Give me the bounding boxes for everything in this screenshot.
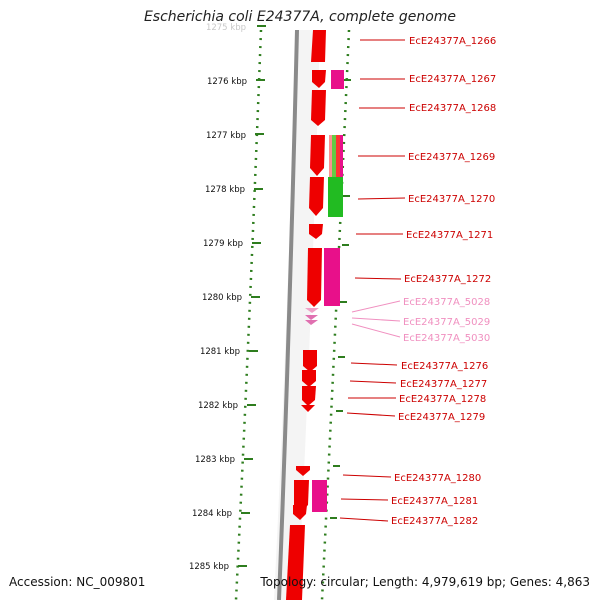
rna-label[interactable]: EcE24377A_5028 xyxy=(403,297,490,308)
rna-label[interactable]: EcE24377A_5030 xyxy=(403,333,490,344)
gene-arrow[interactable] xyxy=(296,466,310,476)
gene-label[interactable]: EcE24377A_1282 xyxy=(391,516,478,527)
leader-line xyxy=(339,517,389,522)
gene-label[interactable]: EcE24377A_1271 xyxy=(406,230,493,241)
gene-arrow[interactable] xyxy=(311,30,326,62)
gene-label[interactable]: EcE24377A_1269 xyxy=(408,152,495,163)
tick-label: 1280 kbp xyxy=(202,293,242,303)
rna-arrow[interactable] xyxy=(305,308,319,313)
leader-line xyxy=(342,474,392,478)
tick-label: 1281 kbp xyxy=(200,347,240,357)
gene-arrow[interactable] xyxy=(312,70,326,88)
gene-label[interactable]: EcE24377A_1272 xyxy=(404,274,491,285)
tick-label: 1275 kbp xyxy=(206,23,246,33)
gene-arrow[interactable] xyxy=(301,405,315,412)
leader-line xyxy=(349,380,397,384)
tick-label: 1284 kbp xyxy=(192,509,232,519)
gene-label[interactable]: EcE24377A_1267 xyxy=(409,74,496,85)
gene-arrow[interactable] xyxy=(302,386,316,406)
secondary-features xyxy=(312,70,344,512)
striped-feature[interactable] xyxy=(332,135,336,177)
gene-label[interactable]: EcE24377A_1268 xyxy=(409,103,496,114)
genome-title: Escherichia coli E24377A, complete genom… xyxy=(143,9,457,25)
leader-line xyxy=(340,498,389,501)
accession-text: Accession: NC_009801 xyxy=(9,575,146,589)
leader-lines xyxy=(339,39,406,522)
gene-arrow[interactable] xyxy=(307,248,322,307)
tick-label: 1279 kbp xyxy=(203,239,243,249)
gene-arrow[interactable] xyxy=(309,224,323,239)
tick-label: 1283 kbp xyxy=(195,455,235,465)
rna-label[interactable]: EcE24377A_5029 xyxy=(403,317,490,328)
gene-arrow[interactable] xyxy=(309,177,324,216)
gene-label[interactable]: EcE24377A_1277 xyxy=(400,379,487,390)
gene-arrow[interactable] xyxy=(311,90,326,126)
gene-label[interactable]: EcE24377A_1276 xyxy=(401,361,488,372)
magenta-feature[interactable] xyxy=(324,248,340,306)
leader-line xyxy=(346,412,396,417)
gene-label[interactable]: EcE24377A_1266 xyxy=(409,36,496,47)
gene-label[interactable]: EcE24377A_1279 xyxy=(398,412,485,423)
backbone-line xyxy=(277,29,299,600)
gene-arrow[interactable] xyxy=(302,370,316,387)
gene-label[interactable]: EcE24377A_1281 xyxy=(391,496,478,507)
gene-arrow[interactable] xyxy=(286,525,305,600)
gene-features xyxy=(286,30,326,600)
leader-line xyxy=(354,277,402,280)
rna-arrow[interactable] xyxy=(305,320,318,325)
gene-arrow[interactable] xyxy=(293,505,307,520)
gene-label[interactable]: EcE24377A_1280 xyxy=(394,473,481,484)
tick-label: 1285 kbp xyxy=(189,562,229,572)
leader-line xyxy=(350,362,398,366)
genome-summary-text: Topology: circular; Length: 4,979,619 bp… xyxy=(260,575,590,589)
leader-line xyxy=(357,197,406,200)
tick-label: 1278 kbp xyxy=(205,185,245,195)
dotted-rail-left xyxy=(234,29,263,600)
gene-arrow[interactable] xyxy=(303,350,317,372)
dotted-rail-right xyxy=(320,29,351,600)
gene-label[interactable]: EcE24377A_1278 xyxy=(399,394,486,405)
leader-line xyxy=(351,317,401,322)
tick-label: 1277 kbp xyxy=(206,131,246,141)
tick-label: 1282 kbp xyxy=(198,401,238,411)
leader-line xyxy=(351,323,401,338)
magenta-feature[interactable] xyxy=(312,480,327,512)
gene-arrow[interactable] xyxy=(310,135,325,176)
tick-label: 1276 kbp xyxy=(207,77,247,87)
striped-feature[interactable] xyxy=(340,135,343,177)
magenta-feature[interactable] xyxy=(331,70,344,89)
scale-ticks xyxy=(238,25,351,567)
striped-feature[interactable] xyxy=(329,135,332,177)
gene-arrow[interactable] xyxy=(294,480,309,512)
striped-feature[interactable] xyxy=(336,135,340,177)
gene-label[interactable]: EcE24377A_1270 xyxy=(408,194,495,205)
rna-arrow[interactable] xyxy=(305,315,318,320)
leader-line xyxy=(351,300,401,313)
green-feature[interactable] xyxy=(328,177,343,217)
